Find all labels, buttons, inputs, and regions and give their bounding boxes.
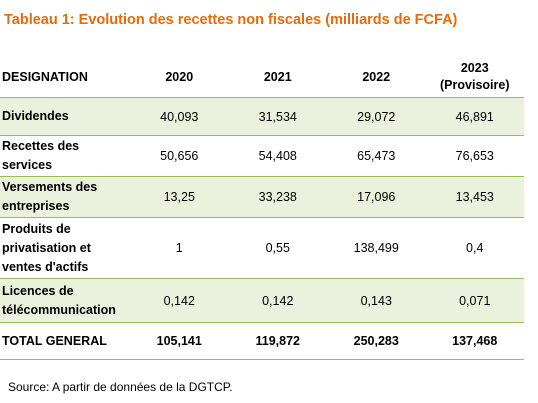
value-cell: 46,891	[425, 97, 524, 136]
value-cell: 31,534	[228, 97, 327, 136]
table-row: Recettes des services 50,656 54,408 65,473 7…	[0, 135, 524, 177]
value-cell: 138,499	[327, 217, 426, 279]
row-label: Dividendes	[0, 97, 130, 136]
table-row: TOTAL GENERAL 105,141 119,872 250,283 137,46…	[0, 322, 524, 360]
header-row: DESIGNATION 2020 2021 2022 2023 (Provisoi…	[0, 57, 524, 98]
table-row: Produits de privatisation et ventes d'ac…	[0, 217, 524, 279]
header-year: 2023	[460, 61, 489, 75]
value-cell: 13,25	[130, 176, 229, 218]
header-cell: 2021	[228, 57, 327, 98]
value-cell: 50,656	[130, 135, 229, 177]
value-cell: 0,55	[228, 217, 327, 279]
value-cell: 54,408	[228, 135, 327, 177]
value-cell: 0,143	[327, 278, 426, 323]
value-cell: 137,468	[425, 322, 524, 360]
value-cell: 0,142	[228, 278, 327, 323]
table-row: Licences de télécommunication 0,142 0,142 0…	[0, 278, 524, 323]
table-row: Versements des entreprises 13,25 33,238 17,…	[0, 176, 524, 218]
value-cell: 119,872	[228, 322, 327, 360]
row-label: Recettes des services	[0, 135, 130, 177]
table-title: Tableau 1: Evolution des recettes non fi…	[4, 12, 458, 28]
value-cell: 29,072	[327, 97, 426, 136]
value-cell: 1	[130, 217, 229, 279]
value-cell: 105,141	[130, 322, 229, 360]
header-cell: DESIGNATION	[0, 57, 130, 98]
source-note: Source: A partir de données de la DGTCP.	[8, 380, 233, 394]
value-cell: 40,093	[130, 97, 229, 136]
value-cell: 13,453	[425, 176, 524, 218]
row-label: Produits de privatisation et ventes d'ac…	[0, 217, 130, 279]
table-body: Dividendes 40,093 31,534 29,072 46,891 Recett…	[0, 97, 524, 360]
row-label: TOTAL GENERAL	[0, 322, 130, 360]
value-cell: 250,283	[327, 322, 426, 360]
value-cell: 76,653	[425, 135, 524, 177]
header-note: (Provisoire)	[440, 78, 510, 92]
value-cell: 65,473	[327, 135, 426, 177]
header-cell: 2022	[327, 57, 426, 98]
value-cell: 17,096	[327, 176, 426, 218]
table: DESIGNATION 2020 2021 2022 2023 (Provisoi…	[0, 57, 524, 360]
header-cell: 2020	[130, 57, 229, 98]
header-cell: 2023 (Provisoire)	[425, 57, 524, 98]
value-cell: 0,071	[425, 278, 524, 323]
row-label: Licences de télécommunication	[0, 278, 130, 323]
value-cell: 33,238	[228, 176, 327, 218]
row-label: Versements des entreprises	[0, 176, 130, 218]
value-cell: 0,4	[425, 217, 524, 279]
value-cell: 0,142	[130, 278, 229, 323]
table-row: Dividendes 40,093 31,534 29,072 46,891	[0, 97, 524, 136]
